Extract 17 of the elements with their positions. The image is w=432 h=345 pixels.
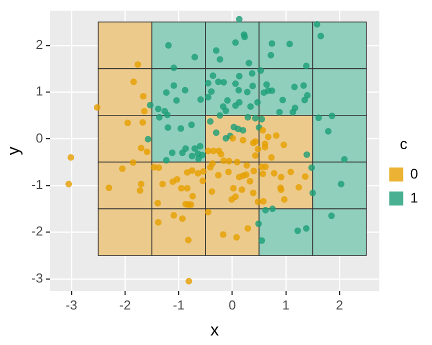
x-axis-title: x <box>210 320 220 340</box>
y-tick-label: -3 <box>31 270 43 286</box>
legend-label: 0 <box>410 165 418 182</box>
x-tick-label: 2 <box>336 297 344 312</box>
y-axis-title: y <box>4 146 23 156</box>
legend-title: c <box>400 136 408 154</box>
y-tick-label: 0 <box>36 130 43 146</box>
y-tick-label: 1 <box>36 84 43 99</box>
legend-label: 1 <box>410 189 418 206</box>
x-tick-label: -2 <box>119 297 131 312</box>
x-tick-label: -3 <box>66 297 78 312</box>
x-tick-label: -1 <box>172 297 184 312</box>
y-tick-label: -2 <box>31 224 43 239</box>
x-tick-label: 1 <box>282 297 290 312</box>
x-tick-label: 0 <box>228 297 236 312</box>
y-tick-label: -1 <box>31 177 43 192</box>
y-tick-label: 2 <box>36 36 43 52</box>
